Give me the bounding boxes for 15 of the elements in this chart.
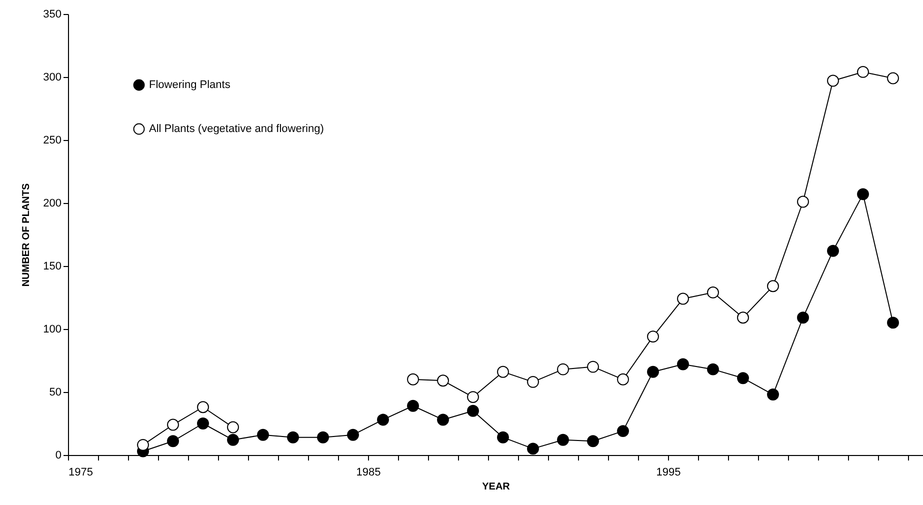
y-tick-label: 300 [43,72,62,84]
y-tick-label: 150 [43,260,62,272]
y-tick-label: 350 [43,8,62,20]
y-tick-label: 50 [49,386,62,398]
x-tick-label: 1975 [68,466,93,478]
x-tick-label: 1985 [356,466,381,478]
x-axis-title: YEAR [482,482,511,492]
x-tick-label: 1995 [656,466,681,478]
legend-label: Flowering Plants [149,79,231,91]
y-tick-label: 250 [43,134,62,146]
y-tick-label: 0 [55,450,62,462]
y-tick-label: 200 [43,198,62,210]
y-tick-label: 100 [43,324,62,336]
y-axis-title: NUMBER OF PLANTS [21,183,32,287]
legend-label: All Plants (vegetative and flowering) [149,123,324,135]
